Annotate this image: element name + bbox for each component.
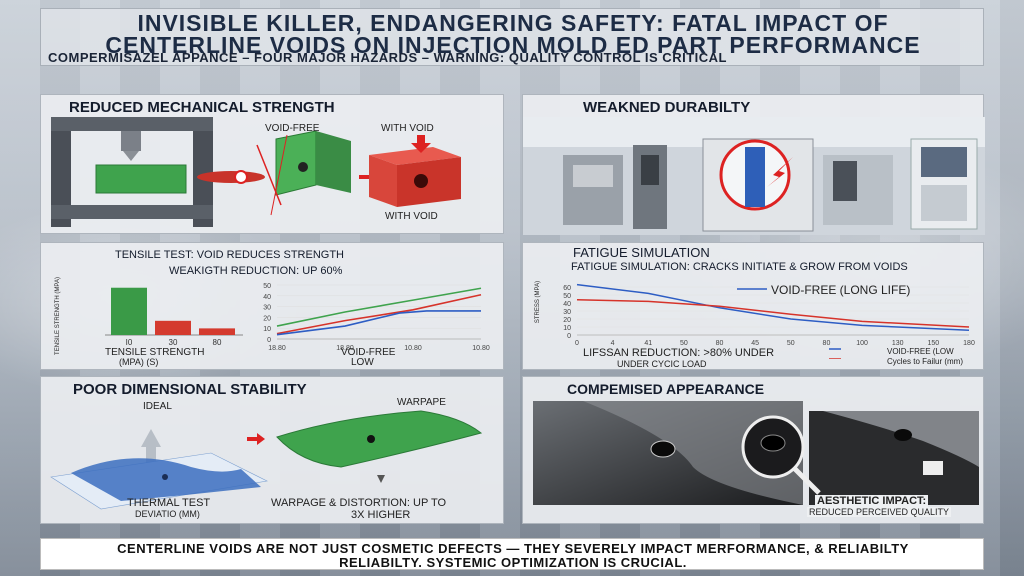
panel-mechanical-strength: REDUCED MECHANICAL STRENGTH VOID-FREE WI… [40, 94, 504, 234]
bar-tick-label: 30 [169, 338, 178, 347]
panel-appearance: COMPEMISED APPEARANCE AESTHETIC IMPACT: … [522, 376, 984, 524]
x-tick-label: 0 [575, 340, 579, 347]
panel-durability: WEAKNED DURABILTY [522, 94, 985, 235]
panel-title: COMPEMISED APPEARANCE [567, 381, 765, 397]
y-tick-label: 0 [267, 337, 271, 344]
y-tick-label: 30 [263, 305, 271, 312]
x-tick-label: 80 [823, 340, 831, 347]
y-tick-label: 0 [567, 333, 571, 340]
series-line [576, 283, 970, 331]
x-tick-label: 45 [751, 340, 759, 347]
label-with-void-bottom: WITH VOID [385, 211, 438, 222]
y-tick-label: 10 [563, 325, 571, 332]
x-tick-label: 100 [856, 340, 868, 347]
x-tick-label: 130 [892, 340, 904, 347]
title-line-2: CENTERLINE VOIDS ON INJECTION MOLD ED PA… [105, 32, 921, 58]
y-tick-label: 20 [563, 317, 571, 324]
x-tick-label: 41 [644, 340, 652, 347]
title-line-1: INVISIBLE KILLER, ENDANGERING SAFETY: FA… [137, 10, 889, 36]
x-tick-label: 80 [716, 340, 724, 347]
bar [111, 287, 147, 335]
panel-title: REDUCED MECHANICAL STRENGTH [69, 99, 335, 116]
warpage-note-2: 3X HIGHER [351, 509, 411, 521]
bar [155, 320, 191, 335]
y-tick-label: 40 [563, 301, 571, 308]
y-tick-label: 30 [563, 309, 571, 316]
fatigue-note-2: UNDER CYCIC LOAD [617, 359, 707, 369]
y-tick-label: 40 [263, 294, 271, 301]
bar-tick-label: 80 [213, 338, 222, 347]
x-tick-label: 50 [680, 340, 688, 347]
tensile-xunit: (MPa) (s) [119, 357, 159, 367]
series-line [276, 287, 482, 327]
panel-title: FATIGUE SIMULATION [573, 245, 710, 260]
x-tick-label: 18.80 [336, 345, 354, 352]
title-banner: INVISIBLE KILLER, ENDANGERING SAFETY: FA… [40, 8, 984, 66]
panel-tensile-test: TENSILE TEST: VOID REDUCES STRENGTH WEAK… [40, 242, 504, 370]
label-warpage: WARPAPE [397, 397, 446, 408]
bar [199, 328, 235, 335]
x-tick-label: 180 [963, 340, 975, 347]
aesthetic-impact-label: AESTHETIC IMPACT: [815, 495, 929, 507]
y-tick-label: 50 [263, 283, 271, 290]
fatigue-legend-2: Cycles to Failur (mm) [887, 357, 964, 366]
warpage-illustration [50, 410, 483, 510]
series-line [276, 293, 482, 335]
footer-line-2: RELIABILTY. SYSTEMIC OPTIMIZATION IS CRU… [339, 555, 687, 570]
panel-fatigue: FATIGUE SIMULATION FATIGUE SIMULATION: C… [522, 242, 984, 370]
x-tick-label: 50 [787, 340, 795, 347]
thermal-deviation-label: DEVIATIO (mm) [135, 509, 200, 519]
tensile-xlabel: TENSILE STRENGTH [105, 347, 205, 358]
fatigue-legend-1: VOID-FREE (LOW [887, 347, 954, 356]
panel-title: TENSILE TEST: VOID REDUCES STRENGTH [115, 249, 345, 261]
footer-banner: CENTERLINE VOIDS ARE NOT JUST COSMETIC D… [40, 538, 984, 570]
thermal-test-label: THERMAL TEST [127, 497, 211, 509]
aesthetic-impact-detail: REDUCED PERCEIVED QUALITY [807, 507, 952, 517]
label-void-free: VOID-FREE [265, 123, 320, 134]
series-line [276, 310, 481, 336]
tensile-line-label-1: VOID-FREE [341, 347, 396, 358]
mechanical-illustration [51, 117, 461, 227]
panel-dimensional-stability: POOR DIMENSIONAL STABILITY IDEAL WARPAPE… [40, 376, 504, 524]
fatigue-ylabel: STRESS (MPa) [535, 280, 542, 324]
x-tick-label: 10.80 [472, 345, 490, 352]
x-tick-label: 18.80 [268, 345, 286, 352]
bar-tick-label: I0 [126, 338, 133, 347]
fatigue-annotation: VOID-FREE (LONG LIFE) [771, 283, 911, 297]
footer-line-1: CENTERLINE VOIDS ARE NOT JUST COSMETIC D… [117, 541, 909, 556]
appearance-illustration [533, 401, 979, 505]
y-tick-label: 20 [263, 315, 271, 322]
tensile-line-label-2: LOW [351, 357, 374, 368]
lab-equipment-illustration [523, 117, 985, 235]
tensile-ylabel: TENSILE STRENGTH (MPa) [54, 277, 61, 355]
panel-title: POOR DIMENSIONAL STABILITY [73, 381, 307, 398]
x-tick-label: 10.80 [404, 345, 422, 352]
x-tick-label: 150 [928, 340, 940, 347]
subtitle: COMPERMISAZEL APPANCE – FOUR MAJOR HAZAR… [48, 50, 727, 65]
label-with-void-top: WITH VOID [381, 123, 434, 134]
warpage-note-1: WARPAGE & DISTORTION: UP TO [271, 497, 447, 509]
panel-subtitle: FATIGUE SIMULATION: CRACKS INITIATE & GR… [571, 261, 908, 273]
panel-subtitle: WEAKIGTH REDUCTION: UP 60% [169, 265, 343, 277]
y-tick-label: 10 [263, 326, 271, 333]
y-tick-label: 60 [563, 285, 571, 292]
y-tick-label: 50 [563, 293, 571, 300]
label-ideal: IDEAL [143, 401, 172, 412]
series-line [576, 299, 970, 328]
tensile-line-chart: 0 10 20 30 40 50 18.80 18.80 10.80 10.80 [263, 283, 490, 352]
x-tick-label: 4 [611, 340, 615, 347]
fatigue-note-1: LIFSSAN REDUCTION: >80% UNDER [583, 347, 775, 359]
tensile-bar-chart: I0 30 80 [105, 287, 243, 347]
panel-title: WEAKNED DURABILTY [583, 99, 751, 116]
